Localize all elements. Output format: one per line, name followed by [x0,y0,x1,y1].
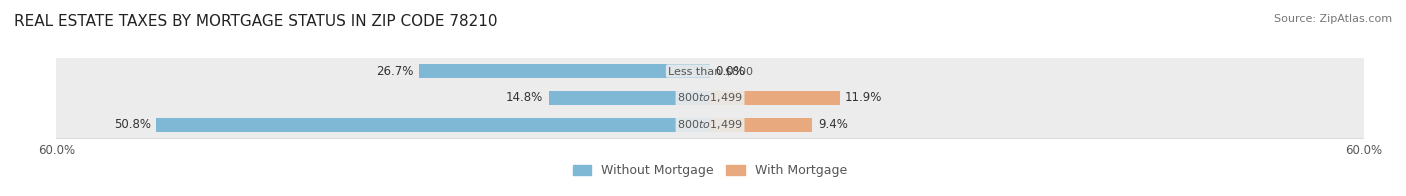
Text: 26.7%: 26.7% [377,64,413,78]
Legend: Without Mortgage, With Mortgage: Without Mortgage, With Mortgage [568,159,852,182]
Text: 11.9%: 11.9% [845,92,883,104]
Bar [156,118,710,132]
Text: Source: ZipAtlas.com: Source: ZipAtlas.com [1274,14,1392,24]
Bar [56,84,1364,112]
Text: 0.0%: 0.0% [716,64,745,78]
Text: REAL ESTATE TAXES BY MORTGAGE STATUS IN ZIP CODE 78210: REAL ESTATE TAXES BY MORTGAGE STATUS IN … [14,14,498,29]
Text: 9.4%: 9.4% [818,118,848,132]
Bar [548,91,710,105]
Text: 14.8%: 14.8% [506,92,543,104]
Text: $800 to $1,499: $800 to $1,499 [678,118,742,132]
Text: Less than $800: Less than $800 [668,66,752,76]
Text: $800 to $1,499: $800 to $1,499 [678,92,742,104]
Bar [56,112,1364,138]
Bar [710,118,813,132]
Text: 50.8%: 50.8% [114,118,150,132]
Bar [710,91,839,105]
Bar [419,64,710,78]
Bar [56,58,1364,84]
